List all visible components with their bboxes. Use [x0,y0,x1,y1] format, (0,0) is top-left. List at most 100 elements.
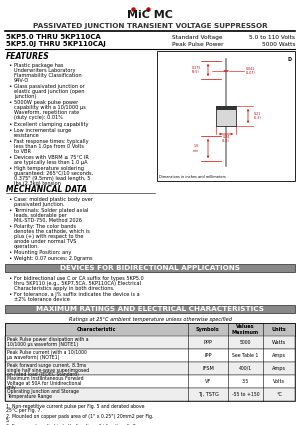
Text: Temperature Range: Temperature Range [7,394,52,399]
Text: MiC MC: MiC MC [127,10,173,20]
Text: lbs.(2.3kg) tension: lbs.(2.3kg) tension [14,181,61,187]
Text: Peak Pulse Power: Peak Pulse Power [172,42,224,46]
Text: 5.: 5. [6,418,10,423]
Text: DEVICES FOR BIDIRECTIONAL APPLICATIONS: DEVICES FOR BIDIRECTIONAL APPLICATIONS [60,265,240,271]
Text: 5.0 to 110 Volts: 5.0 to 110 Volts [249,34,295,40]
Text: •: • [8,100,11,105]
Text: denotes the cathode, which is: denotes the cathode, which is [14,229,90,234]
Text: MIL-STD-750, Method 2026: MIL-STD-750, Method 2026 [14,218,82,223]
Text: See Table 1: See Table 1 [232,353,259,357]
Text: Terminals: Solder plated axial: Terminals: Solder plated axial [14,207,88,212]
Text: •: • [8,275,11,281]
Text: Peak Pulse power dissipation with a: Peak Pulse power dissipation with a [7,337,88,342]
Text: For tolerance, a J% suffix indicates the device is a: For tolerance, a J% suffix indicates the… [14,292,140,297]
Text: Peak forward surge current, 8.3ms: Peak forward surge current, 8.3ms [7,363,86,368]
Bar [216,106,236,126]
Text: junction): junction) [14,94,36,99]
Text: thru 5KP110 (e.g., 5KP7.5CA, 5KP110CA) Electrical: thru 5KP110 (e.g., 5KP7.5CA, 5KP110CA) E… [14,280,141,286]
Text: Waveform, repetition rate: Waveform, repetition rate [14,110,79,116]
Bar [5,323,295,401]
Text: Symbols: Symbols [196,326,220,332]
Text: PASSIVATED JUNCTION TRANSIENT VOLTAGE SUPPRESSOR: PASSIVATED JUNCTION TRANSIENT VOLTAGE SU… [33,23,267,29]
Text: FEATURES: FEATURES [6,51,50,60]
Bar [5,264,295,272]
Text: 5000W peak pulse power: 5000W peak pulse power [14,100,78,105]
Bar [5,374,295,388]
Text: Units: Units [272,326,286,332]
Text: •: • [8,167,11,171]
Text: Characteristics apply in both directions.: Characteristics apply in both directions… [14,286,115,291]
Text: •: • [8,84,11,89]
Text: •: • [8,224,11,229]
Text: Case: molded plastic body over: Case: molded plastic body over [14,197,93,201]
Text: -55 to +150: -55 to +150 [232,391,259,397]
Text: Values
Maximum: Values Maximum [232,324,259,334]
Text: Peak Pulse current (with a 10/1000: Peak Pulse current (with a 10/1000 [7,350,87,355]
Text: •: • [8,249,11,255]
Bar [5,323,295,336]
Text: 10/1000 μs waveform (NOTE1): 10/1000 μs waveform (NOTE1) [7,342,78,347]
Text: Watts: Watts [272,340,286,345]
Text: D: D [288,57,292,62]
Text: capability with a 10/1000 μs: capability with a 10/1000 μs [14,105,86,111]
Text: Excellent clamping capability: Excellent clamping capability [14,122,88,127]
Text: resistance: resistance [14,133,40,138]
Text: Glass passivated junction or: Glass passivated junction or [14,84,85,89]
Text: °C: °C [276,391,282,397]
Text: Mounting Position: any: Mounting Position: any [14,249,71,255]
Text: 5KP5.0J THRU 5KP110CAJ: 5KP5.0J THRU 5KP110CAJ [6,41,106,47]
Text: 0.042
(1.07): 0.042 (1.07) [246,67,256,75]
Text: •: • [8,63,11,68]
Text: plus (+) with respect to the: plus (+) with respect to the [14,234,83,238]
Text: •: • [8,128,11,133]
Bar [5,336,295,348]
Text: leads, solderable per: leads, solderable per [14,212,67,218]
Text: 25°C per Fig. 7.: 25°C per Fig. 7. [6,408,42,413]
Text: guaranteed: 265°C/10 seconds,: guaranteed: 265°C/10 seconds, [14,171,93,176]
Text: •: • [8,197,11,201]
Text: 400/1: 400/1 [239,366,252,371]
Text: Amps: Amps [272,366,286,371]
Text: MECHANICAL DATA: MECHANICAL DATA [6,185,87,194]
Bar [157,51,295,181]
Text: Ratings at 25°C ambient temperature unless otherwise specified: Ratings at 25°C ambient temperature unle… [69,317,231,322]
Text: Underwriters Laboratory: Underwriters Laboratory [14,68,76,73]
Text: passivated junction.: passivated junction. [14,201,64,207]
Text: 5000 Watts: 5000 Watts [262,42,295,46]
Text: 0.21
(5.3): 0.21 (5.3) [254,112,262,120]
Text: anode under normal TVS: anode under normal TVS [14,238,76,244]
Text: on rated load (JEDEC Standard): on rated load (JEDEC Standard) [7,372,79,377]
Text: High temperature soldering: High temperature soldering [14,167,84,171]
Text: TJ, TSTG: TJ, TSTG [198,391,218,397]
Text: 0.375" (9.5mm) lead length, 5: 0.375" (9.5mm) lead length, 5 [14,176,90,181]
Text: ±2% tolerance device: ±2% tolerance device [14,297,70,302]
Text: μs waveform) (NOTE1): μs waveform) (NOTE1) [7,354,59,360]
Text: 0.375
(9.5): 0.375 (9.5) [191,66,201,74]
Text: 0.34
(8.6): 0.34 (8.6) [222,135,230,143]
Text: 1.0
min: 1.0 min [193,144,199,153]
Bar [5,388,295,401]
Text: elastic guard junction (open: elastic guard junction (open [14,89,85,94]
Text: Standard Voltage: Standard Voltage [172,34,223,40]
Text: operation.: operation. [14,244,40,249]
Text: Polarity: The color bands: Polarity: The color bands [14,224,76,229]
Text: PPP: PPP [203,340,212,345]
Text: IFSM: IFSM [202,366,214,371]
Text: 5000: 5000 [240,340,251,345]
Text: 94V-O: 94V-O [14,78,29,83]
Text: Fast response times: typically: Fast response times: typically [14,139,88,144]
Bar [5,348,295,362]
Text: IPP: IPP [204,353,212,357]
Text: Flammability Classification: Flammability Classification [14,73,82,78]
Text: •: • [8,292,11,297]
Text: •: • [8,122,11,127]
Text: •: • [8,207,11,212]
Text: Plastic package has: Plastic package has [14,63,63,68]
Text: Maximum Instantaneous Forward: Maximum Instantaneous Forward [7,376,83,381]
Text: Weight: 0.07 ounces; 2.0grams: Weight: 0.07 ounces; 2.0grams [14,255,92,261]
Text: Characteristic: Characteristic [77,326,116,332]
Text: •: • [8,255,11,261]
Text: MAXIMUM RATINGS AND ELECTRICAL CHARACTERISTICS: MAXIMUM RATINGS AND ELECTRICAL CHARACTER… [36,306,264,312]
Bar [216,106,236,110]
Text: Amps: Amps [272,353,286,357]
